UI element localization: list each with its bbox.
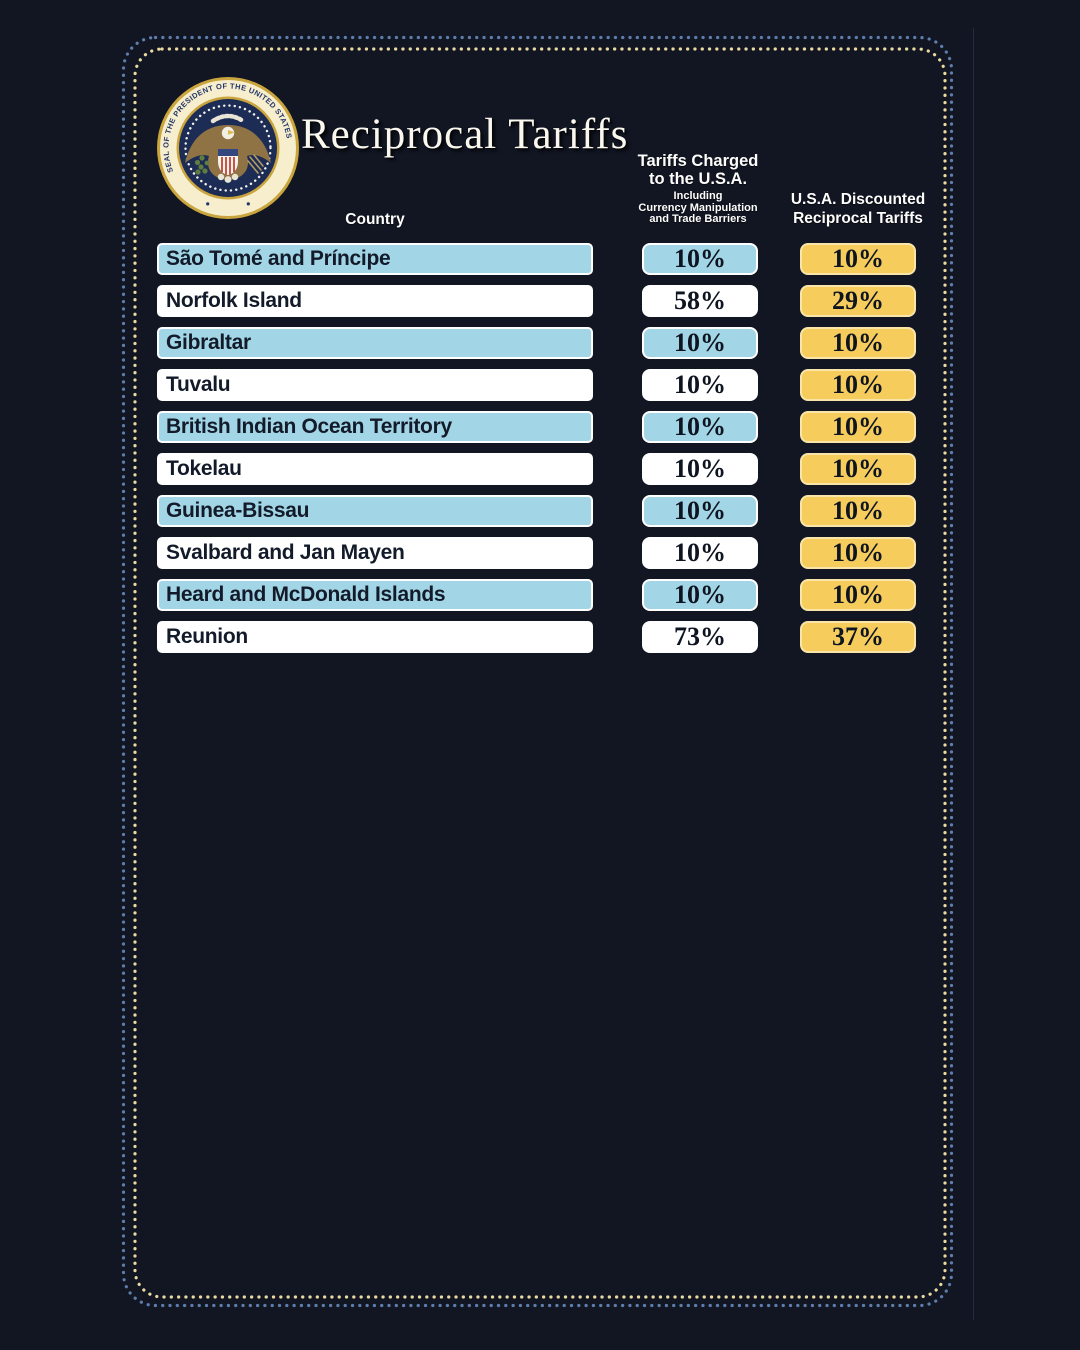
charged-header-note1: Including bbox=[673, 190, 723, 202]
discounted-tariff-cell: 10% bbox=[800, 495, 916, 527]
table-row: São Tomé and Príncipe 10% 10% bbox=[157, 243, 916, 275]
charged-header-note2: Currency Manipulation bbox=[638, 201, 758, 214]
seal-crest bbox=[210, 113, 246, 124]
country-cell: Norfolk Island bbox=[157, 285, 593, 317]
discounted-header-line2: Reciprocal Tariffs bbox=[793, 209, 923, 227]
olive-branch bbox=[194, 155, 210, 175]
country-cell: Gibraltar bbox=[157, 327, 593, 359]
table-row: Tuvalu 10% 10% bbox=[157, 369, 916, 401]
tariff-charged-cell: 10% bbox=[642, 453, 758, 485]
tariff-charged-cell: 10% bbox=[642, 411, 758, 443]
charged-header-line1: Tariffs Charged bbox=[637, 152, 759, 170]
country-cell: Tokelau bbox=[157, 453, 593, 485]
table-row: Gibraltar 10% 10% bbox=[157, 327, 916, 359]
country-cell: Reunion bbox=[157, 621, 593, 653]
tariff-charged-cell: 58% bbox=[642, 285, 758, 317]
table-row: Tokelau 10% 10% bbox=[157, 453, 916, 485]
eagle-tail bbox=[217, 173, 239, 183]
table-row: Guinea-Bissau 10% 10% bbox=[157, 495, 916, 527]
charged-header-note3: and Trade Barriers bbox=[649, 213, 747, 225]
tariff-charged-cell: 10% bbox=[642, 537, 758, 569]
table-row: British Indian Ocean Territory 10% 10% bbox=[157, 411, 916, 443]
country-cell: São Tomé and Príncipe bbox=[157, 243, 593, 275]
discounted-tariff-cell: 10% bbox=[800, 411, 916, 443]
presidential-seal-icon: SEAL OF THE PRESIDENT OF THE UNITED STAT… bbox=[157, 77, 299, 219]
country-cell: Guinea-Bissau bbox=[157, 495, 593, 527]
tariff-charged-cell: 73% bbox=[642, 621, 758, 653]
tariff-charged-cell: 10% bbox=[642, 327, 758, 359]
table-row: Svalbard and Jan Mayen 10% 10% bbox=[157, 537, 916, 569]
discounted-tariff-cell: 10% bbox=[800, 453, 916, 485]
arrows bbox=[247, 154, 264, 174]
country-cell: Svalbard and Jan Mayen bbox=[157, 537, 593, 569]
discounted-tariff-cell: 10% bbox=[800, 243, 916, 275]
country-cell: Heard and McDonald Islands bbox=[157, 579, 593, 611]
tariff-charged-cell: 10% bbox=[642, 243, 758, 275]
table-row: Norfolk Island 58% 29% bbox=[157, 285, 916, 317]
discounted-tariff-cell: 29% bbox=[800, 285, 916, 317]
discounted-tariff-cell: 10% bbox=[800, 369, 916, 401]
image-seam-line bbox=[973, 28, 974, 1320]
charged-header-line2: to the U.S.A. bbox=[648, 170, 748, 188]
tariff-charged-cell: 10% bbox=[642, 495, 758, 527]
tariffs-charged-column-header: Tariffs Charged to the U.S.A. Including … bbox=[600, 152, 796, 226]
discounted-tariff-cell: 10% bbox=[800, 537, 916, 569]
discounted-header-line1: U.S.A. Discounted bbox=[790, 191, 926, 208]
tariff-charged-cell: 10% bbox=[642, 579, 758, 611]
discounted-tariff-cell: 37% bbox=[800, 621, 916, 653]
discounted-tariff-cell: 10% bbox=[800, 327, 916, 359]
table-row: Heard and McDonald Islands 10% 10% bbox=[157, 579, 916, 611]
table-row: Reunion 73% 37% bbox=[157, 621, 916, 653]
tariff-charged-cell: 10% bbox=[642, 369, 758, 401]
page-title: Reciprocal Tariffs bbox=[301, 111, 629, 158]
discounted-tariff-cell: 10% bbox=[800, 579, 916, 611]
discounted-column-header: U.S.A. Discounted Reciprocal Tariffs bbox=[765, 191, 951, 228]
country-cell: Tuvalu bbox=[157, 369, 593, 401]
country-cell: British Indian Ocean Territory bbox=[157, 411, 593, 443]
tariff-table: São Tomé and Príncipe 10% 10% Norfolk Is… bbox=[157, 243, 916, 663]
country-column-header: Country bbox=[345, 211, 405, 228]
